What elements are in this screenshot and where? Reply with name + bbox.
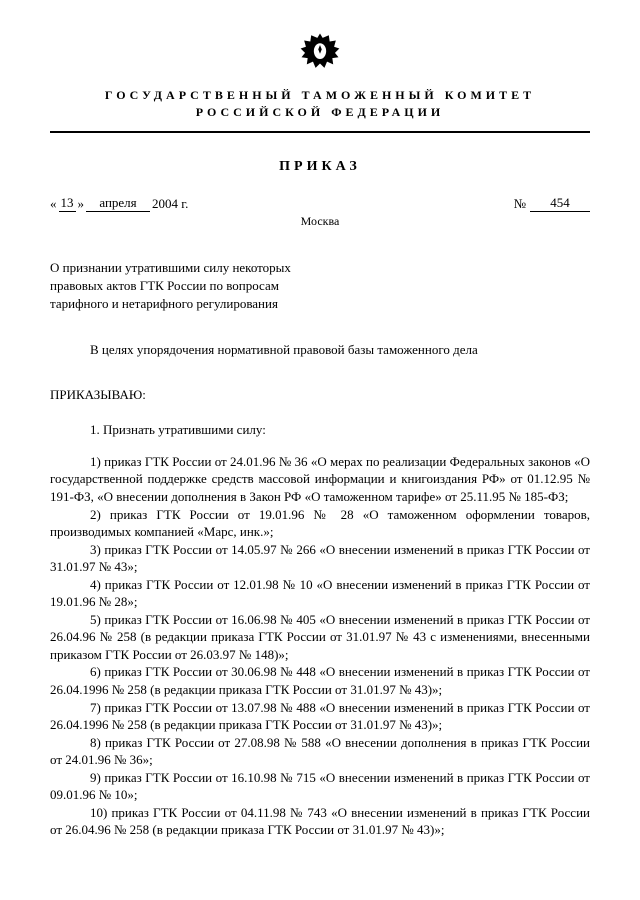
- list-item: 2) приказ ГТК России от 19.01.96 № 28 «О…: [50, 506, 590, 541]
- number-value: 454: [530, 195, 590, 212]
- list-item: 10) приказ ГТК России от 04.11.98 № 743 …: [50, 804, 590, 839]
- org-line-1: ГОСУДАРСТВЕННЫЙ ТАМОЖЕННЫЙ КОМИТЕТ: [50, 87, 590, 104]
- list-item: 8) приказ ГТК России от 27.08.98 № 588 «…: [50, 734, 590, 769]
- document-page: ГОСУДАРСТВЕННЫЙ ТАМОЖЕННЫЙ КОМИТЕТ РОССИ…: [0, 0, 640, 869]
- state-emblem-icon: [50, 30, 590, 79]
- list-item: 4) приказ ГТК России от 12.01.98 № 10 «О…: [50, 576, 590, 611]
- list-item: 7) приказ ГТК России от 13.07.98 № 488 «…: [50, 699, 590, 734]
- preamble: В целях упорядочения нормативной правово…: [50, 341, 590, 359]
- quote-open: «: [50, 196, 57, 212]
- number-label: №: [514, 196, 526, 212]
- order-word: ПРИКАЗЫВАЮ:: [50, 387, 590, 403]
- date-day: 13: [59, 195, 76, 212]
- list-item: 9) приказ ГТК России от 16.10.98 № 715 «…: [50, 769, 590, 804]
- list-item: 5) приказ ГТК России от 16.06.98 № 405 «…: [50, 611, 590, 664]
- subject-block: О признании утратившими силу некоторых п…: [50, 259, 330, 314]
- clause-1: 1. Признать утратившими силу:: [50, 421, 590, 439]
- org-line-2: РОССИЙСКОЙ ФЕДЕРАЦИИ: [50, 104, 590, 121]
- list-item: 3) приказ ГТК России от 14.05.97 № 266 «…: [50, 541, 590, 576]
- document-type: ПРИКАЗ: [50, 159, 590, 175]
- list-item: 6) приказ ГТК России от 30.06.98 № 448 «…: [50, 663, 590, 698]
- city: Москва: [50, 214, 590, 229]
- date-block: « 13 » апреля 2004 г.: [50, 195, 188, 212]
- date-year: 2004 г.: [152, 196, 188, 212]
- quote-close: »: [78, 196, 85, 212]
- number-block: № 454: [514, 195, 590, 212]
- date-month: апреля: [86, 195, 150, 212]
- date-number-row: « 13 » апреля 2004 г. № 454: [50, 195, 590, 212]
- organization-header: ГОСУДАРСТВЕННЫЙ ТАМОЖЕННЫЙ КОМИТЕТ РОССИ…: [50, 87, 590, 133]
- list-item: 1) приказ ГТК России от 24.01.96 № 36 «О…: [50, 453, 590, 506]
